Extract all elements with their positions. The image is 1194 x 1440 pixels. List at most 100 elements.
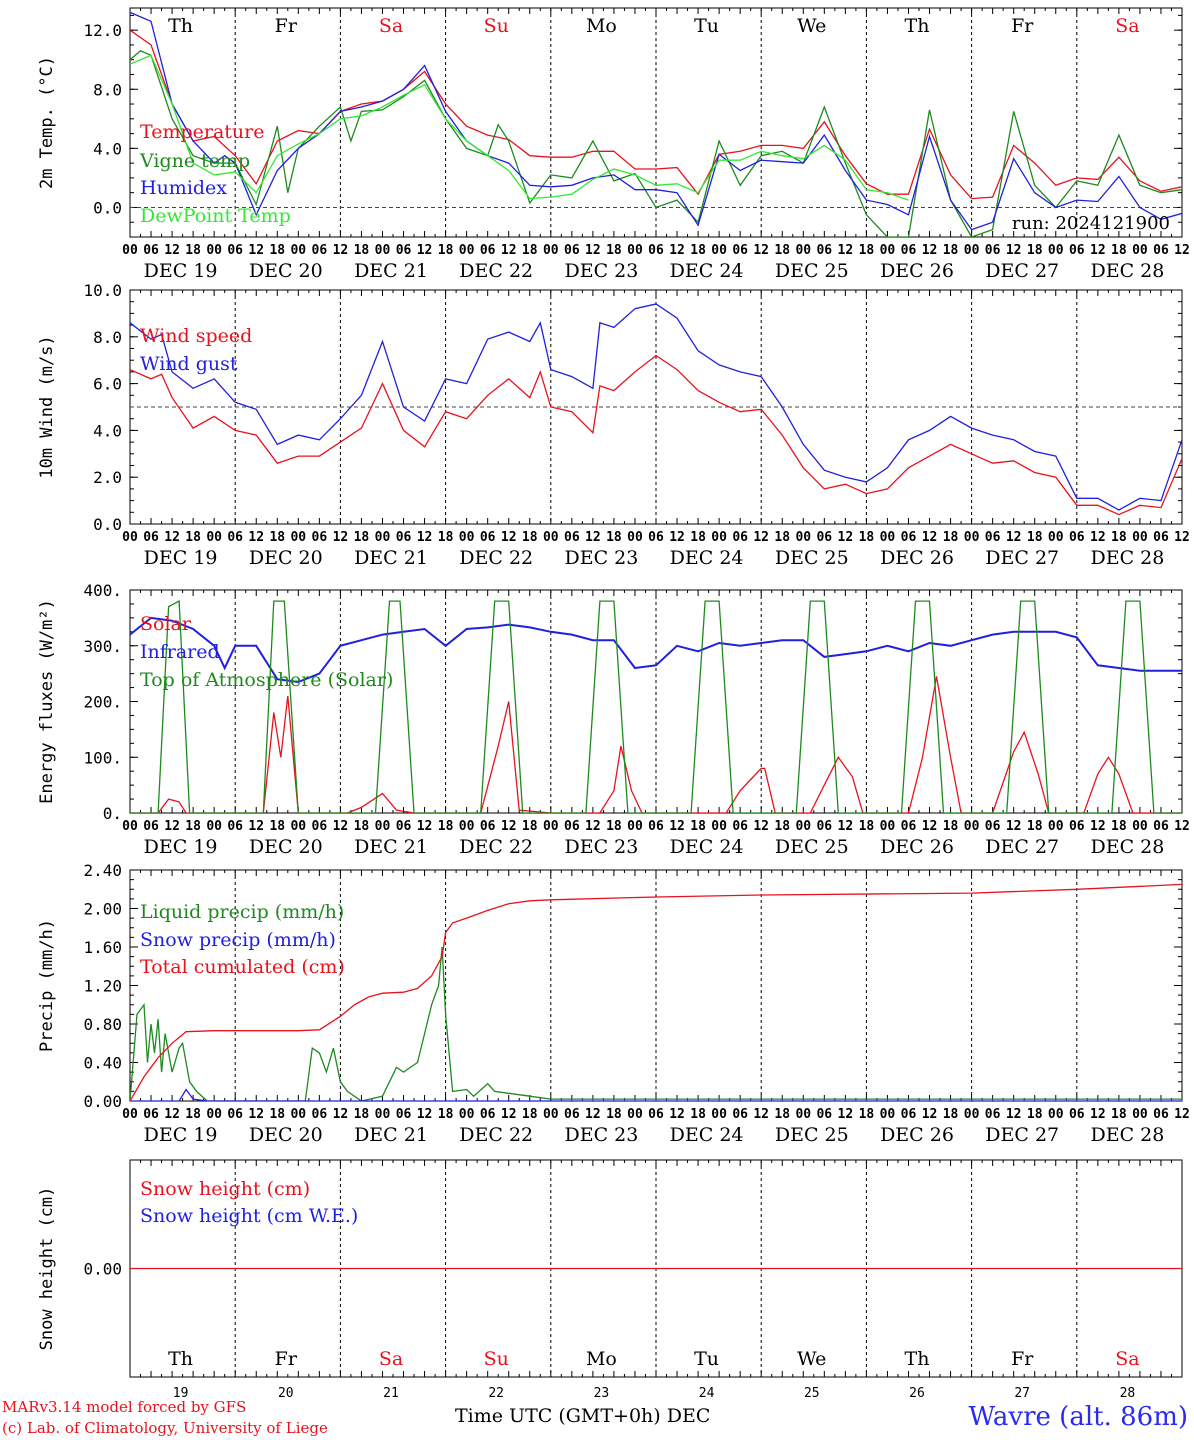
panel-3: 0. 100. 200. 300. 400. Energy fluxes (W/m²) So… [37, 581, 1190, 858]
hour-tick-label: 00 [711, 1107, 727, 1122]
hour-tick-label: 18 [690, 243, 706, 258]
weekday-label: Th [168, 15, 193, 37]
hour-tick-label: 00 [627, 243, 643, 258]
legend-entry: Top of Atmosphere (Solar) [140, 669, 393, 691]
x-axis-label: Time UTC (GMT+0h) DEC [455, 1405, 711, 1427]
hour-tick-label: 06 [143, 819, 159, 834]
hour-tick-label: 12 [1090, 530, 1106, 545]
station-name: Wavre (alt. 86m) [968, 1402, 1188, 1432]
date-label: DEC 23 [564, 1124, 638, 1146]
hour-tick-label: 12 [838, 1107, 854, 1122]
legend-entry: DewPoint Temp [140, 205, 291, 227]
hour-tick-label: 00 [375, 1107, 391, 1122]
y-tick-label: 2.40 [83, 861, 122, 880]
hour-tick-label: 12 [248, 1107, 264, 1122]
hour-tick-label: 06 [901, 243, 917, 258]
hour-tick-label: 12 [753, 243, 769, 258]
y-tick-label: 10.0 [83, 281, 122, 300]
date-label: DEC 27 [985, 1124, 1059, 1146]
hour-tick-label: 12 [753, 530, 769, 545]
hour-tick-label: 00 [459, 1107, 475, 1122]
hour-tick-label: 06 [564, 819, 580, 834]
hour-tick-label: 00 [290, 1107, 306, 1122]
y-tick-label: 300. [83, 637, 122, 656]
date-label: DEC 21 [354, 260, 428, 282]
hour-tick-label: 00 [1132, 243, 1148, 258]
hour-tick-label: 06 [1069, 819, 1085, 834]
hour-tick-label: 00 [1048, 530, 1064, 545]
panel-1: 0.0 4.0 8.0 12.0 2m Temp. (°C) Temperature Vig… [37, 7, 1190, 282]
hour-tick-label: 00 [1048, 243, 1064, 258]
hour-tick-label: 18 [859, 1107, 875, 1122]
y-axis-label: 2m Temp. (°C) [37, 56, 57, 189]
series-line [130, 883, 1182, 1101]
hour-tick-label: 00 [1048, 1107, 1064, 1122]
weekday-label: Sa [1115, 1348, 1139, 1370]
hour-tick-label: 18 [606, 243, 622, 258]
hour-tick-label: 06 [312, 819, 328, 834]
hour-tick-label: 12 [922, 819, 938, 834]
hour-tick-label: 06 [985, 243, 1001, 258]
hour-tick-label: 12 [585, 243, 601, 258]
hour-tick-label: 06 [901, 530, 917, 545]
date-label: DEC 22 [459, 836, 533, 858]
date-label: DEC 26 [880, 547, 954, 569]
hour-tick-label: 18 [774, 243, 790, 258]
date-label: DEC 24 [670, 547, 744, 569]
date-label: DEC 20 [249, 260, 323, 282]
weekday-label: Su [484, 1348, 509, 1370]
date-label: DEC 23 [564, 836, 638, 858]
hour-tick-label: 06 [227, 530, 243, 545]
y-tick-label: 0.00 [83, 1092, 122, 1111]
date-label: DEC 21 [354, 1124, 428, 1146]
hour-tick-label: 06 [985, 1107, 1001, 1122]
hour-tick-label: 12 [333, 1107, 349, 1122]
y-tick-label: 0.80 [83, 1015, 122, 1034]
hour-tick-label: 18 [690, 530, 706, 545]
y-tick-label: 8.0 [93, 328, 122, 347]
legend-entry: Humidex [140, 177, 227, 199]
date-label: DEC 24 [670, 260, 744, 282]
hour-tick-label: 18 [354, 243, 370, 258]
weekday-label: Fr [1011, 1348, 1034, 1370]
hour-tick-label: 18 [1027, 243, 1043, 258]
hour-tick-label: 18 [606, 819, 622, 834]
series-line [130, 600, 1182, 813]
weekday-label: Sa [379, 15, 403, 37]
hour-tick-label: 18 [185, 243, 201, 258]
day-number-label: 26 [909, 1386, 925, 1400]
hour-tick-label: 00 [1048, 819, 1064, 834]
hour-tick-label: 00 [375, 243, 391, 258]
legend-entry: Snow height (cm) [140, 1178, 310, 1200]
hour-tick-label: 00 [206, 819, 222, 834]
day-number-label: 21 [383, 1386, 399, 1400]
hour-tick-label: 06 [816, 530, 832, 545]
y-tick-label: 8.0 [93, 80, 122, 99]
hour-tick-label: 06 [1069, 530, 1085, 545]
hour-tick-label: 00 [627, 1107, 643, 1122]
date-label: DEC 19 [144, 547, 218, 569]
hour-tick-label: 12 [585, 1107, 601, 1122]
hour-tick-label: 12 [164, 243, 180, 258]
legend-entry: Snow height (cm W.E.) [140, 1205, 358, 1227]
hour-tick-label: 06 [480, 819, 496, 834]
hour-tick-label: 18 [185, 530, 201, 545]
y-axis-label: Energy fluxes (W/m²) [37, 599, 57, 804]
weekday-label: Tu [694, 1348, 719, 1370]
y-tick-label: 2.0 [93, 468, 122, 487]
hour-tick-label: 12 [585, 819, 601, 834]
hour-tick-label: 06 [732, 1107, 748, 1122]
date-label: DEC 25 [775, 1124, 849, 1146]
hour-tick-label: 06 [396, 819, 412, 834]
hour-tick-label: 18 [522, 530, 538, 545]
hour-tick-label: 18 [1111, 243, 1127, 258]
hour-tick-label: 12 [1174, 530, 1190, 545]
run-annotation: run: 2024121900 [1012, 213, 1170, 234]
hour-tick-label: 06 [985, 819, 1001, 834]
hour-tick-label: 12 [1090, 819, 1106, 834]
y-axis-label: Snow height (cm) [37, 1187, 57, 1351]
hour-tick-label: 00 [290, 243, 306, 258]
hour-tick-label: 12 [164, 819, 180, 834]
hour-tick-label: 00 [543, 243, 559, 258]
hour-tick-label: 12 [501, 243, 517, 258]
